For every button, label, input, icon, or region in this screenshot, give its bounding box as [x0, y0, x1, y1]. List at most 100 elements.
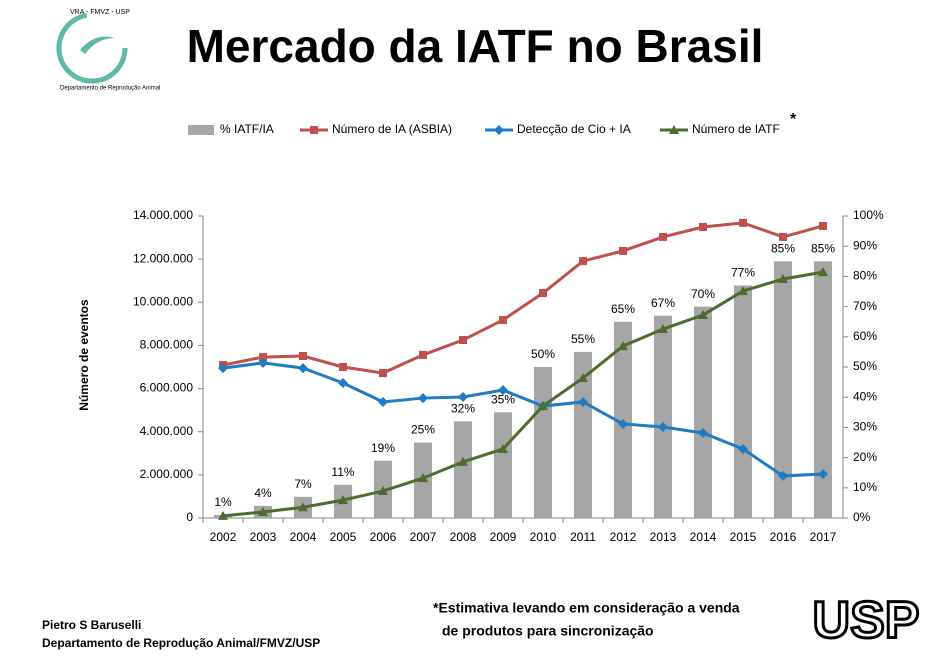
- marker: [778, 273, 788, 283]
- marker: [498, 443, 508, 453]
- marker: [778, 470, 788, 481]
- data-label: 32%: [451, 402, 475, 416]
- marker: [499, 315, 507, 324]
- marker: [458, 456, 468, 466]
- y2-tick-label: 70%: [853, 299, 877, 313]
- legend-note: *: [790, 111, 797, 128]
- marker: [818, 468, 828, 479]
- y-tick-label: 10.000.000: [133, 294, 193, 308]
- marker: [338, 377, 348, 388]
- marker: [619, 246, 627, 255]
- marker: [218, 363, 228, 374]
- legend-swatch: [188, 125, 214, 135]
- bar: [494, 412, 512, 518]
- x-tick-label: 2004: [290, 530, 317, 544]
- line: [222, 270, 824, 518]
- marker: [218, 510, 228, 520]
- marker: [459, 336, 467, 345]
- note: de produtos para sincronização: [442, 623, 654, 639]
- usp-logo: USP: [813, 592, 920, 650]
- legend-label: % IATF/IA: [220, 122, 274, 136]
- data-label: 65%: [611, 302, 635, 316]
- note: *Estimativa levando em consideração a ve…: [433, 600, 740, 616]
- data-label: 55%: [571, 332, 595, 346]
- y-tick-label: 8.000.000: [140, 338, 194, 352]
- bar: [574, 351, 592, 518]
- y2-tick-label: 80%: [853, 269, 877, 283]
- data-label: 67%: [651, 296, 675, 310]
- marker: [298, 363, 308, 374]
- marker: [418, 393, 428, 404]
- marker: [298, 502, 308, 512]
- logo-top: VRA - FMVZ - USP: [70, 9, 130, 16]
- x-tick-label: 2014: [690, 530, 717, 544]
- y2-tick-label: 60%: [853, 329, 877, 343]
- marker: [738, 443, 748, 454]
- marker: [578, 396, 588, 407]
- data-label: 7%: [294, 477, 312, 491]
- marker: [419, 350, 427, 359]
- bar: [454, 421, 472, 518]
- data-label: 25%: [411, 423, 435, 437]
- slide-title: Mercado da IATF no Brasil: [187, 20, 764, 72]
- marker: [578, 373, 588, 383]
- bar: [774, 261, 792, 518]
- logo-ring: [56, 12, 128, 84]
- marker: [539, 289, 547, 298]
- data-label: 1%: [214, 495, 232, 509]
- marker: [378, 396, 388, 407]
- x-tick-label: 2007: [410, 530, 437, 544]
- logo-bird: [80, 36, 115, 54]
- line: [222, 361, 824, 478]
- y-tick-label: 14.000.000: [133, 208, 193, 222]
- marker: [779, 232, 787, 241]
- marker: [378, 486, 388, 496]
- y-axis-label: Número de eventos: [77, 299, 91, 411]
- x-tick-label: 2008: [450, 530, 477, 544]
- line: [222, 221, 824, 375]
- x-tick-label: 2011: [570, 530, 596, 544]
- marker: [418, 473, 428, 483]
- marker: [339, 363, 347, 371]
- author: Pietro S Baruselli: [42, 618, 141, 632]
- legend-label: Número de IATF: [692, 122, 780, 136]
- marker: [669, 125, 679, 134]
- bar: [734, 285, 752, 518]
- marker: [699, 223, 707, 232]
- marker: [379, 369, 387, 378]
- marker: [579, 257, 587, 266]
- data-label: 4%: [254, 486, 272, 500]
- x-tick-label: 2003: [250, 530, 277, 544]
- marker: [258, 506, 268, 516]
- x-tick-label: 2009: [490, 530, 517, 544]
- data-label: 50%: [531, 347, 555, 361]
- marker: [618, 341, 628, 351]
- y2-tick-label: 90%: [853, 238, 877, 252]
- marker: [738, 286, 748, 296]
- y2-tick-label: 30%: [853, 420, 877, 434]
- y-tick-label: 2.000.000: [140, 467, 194, 481]
- marker: [538, 401, 548, 411]
- bar: [654, 315, 672, 518]
- x-tick-label: 2002: [210, 530, 237, 544]
- y2-tick-label: 20%: [853, 450, 877, 464]
- y-tick-label: 12.000.000: [133, 251, 193, 265]
- y2-tick-label: 100%: [853, 208, 884, 222]
- x-tick-label: 2016: [770, 530, 797, 544]
- data-label: 85%: [771, 241, 795, 255]
- y2-tick-label: 50%: [853, 359, 877, 373]
- y-tick-label: 0: [186, 510, 193, 524]
- marker: [739, 218, 747, 227]
- data-label: 19%: [371, 441, 395, 455]
- marker: [310, 126, 318, 134]
- marker: [658, 421, 668, 432]
- marker: [818, 267, 828, 277]
- data-label: 70%: [691, 287, 715, 301]
- x-tick-label: 2005: [330, 530, 357, 544]
- y2-tick-label: 40%: [853, 389, 877, 403]
- data-label: 11%: [331, 465, 354, 479]
- x-tick-label: 2017: [810, 530, 837, 544]
- x-tick-label: 2013: [650, 530, 677, 544]
- data-label: 35%: [491, 392, 515, 406]
